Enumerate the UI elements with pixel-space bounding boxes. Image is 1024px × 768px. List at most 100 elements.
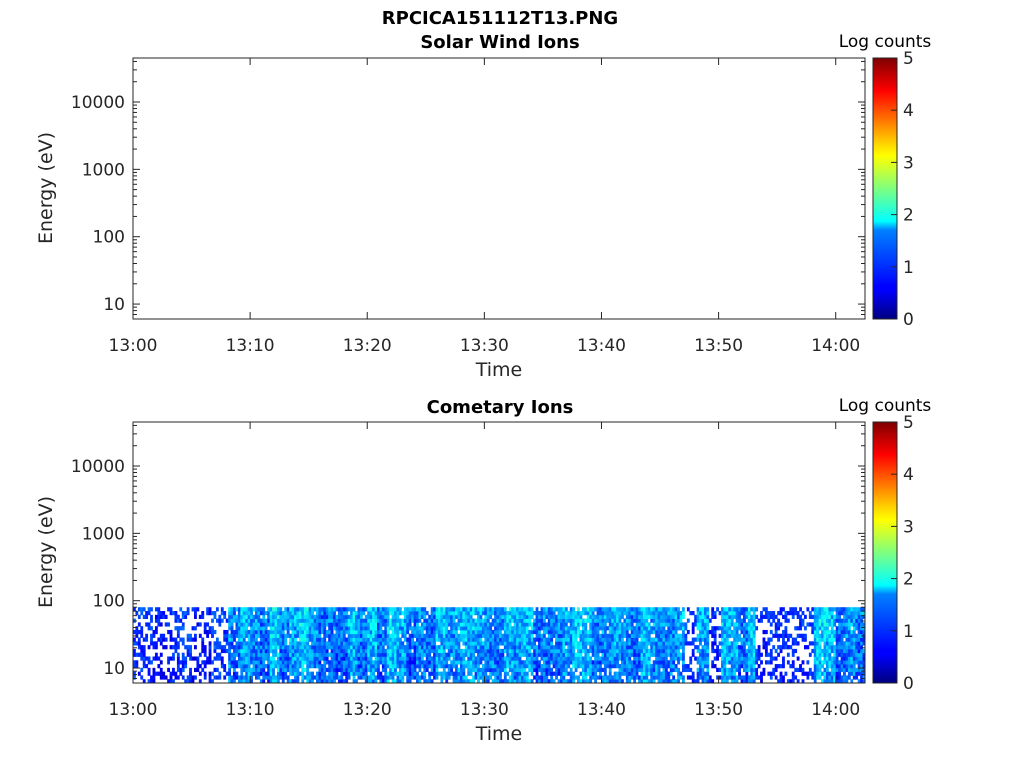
- spectrogram-cell: [516, 664, 519, 669]
- spectrogram-cell: [179, 607, 183, 612]
- spectrogram-cell: [374, 664, 378, 669]
- spectrogram-cell: [298, 660, 302, 665]
- spectrogram-cell: [342, 618, 346, 623]
- spectrogram-cell: [274, 641, 278, 646]
- spectrogram-cell: [347, 656, 351, 661]
- spectrogram-cell: [296, 607, 300, 612]
- spectrogram-cell: [713, 637, 717, 642]
- spectrogram-cell: [584, 660, 588, 665]
- spectrogram-cell: [494, 614, 497, 619]
- spectrogram-cell: [389, 667, 393, 673]
- spectrogram-cell: [516, 679, 519, 684]
- spectrogram-cell: [413, 660, 417, 665]
- spectrogram-cell: [706, 633, 710, 638]
- spectrogram-cell: [738, 637, 741, 642]
- spectrogram-cell: [738, 622, 741, 627]
- spectrogram-cell: [774, 626, 778, 631]
- spectrogram-cell: [418, 645, 422, 650]
- spectrogram-cell: [511, 637, 515, 642]
- spectrogram-cell: [152, 675, 156, 680]
- spectrogram-cell: [843, 626, 846, 631]
- spectrogram-cell: [318, 675, 322, 680]
- spectrogram-cell: [569, 667, 573, 673]
- spectrogram-cell: [384, 648, 388, 654]
- spectrogram-cell: [352, 611, 356, 616]
- spectrogram-cell: [340, 622, 344, 627]
- spectrogram-cell: [821, 652, 824, 657]
- spectrogram-cell: [430, 614, 434, 619]
- spectrogram-cell: [235, 626, 239, 631]
- spectrogram-cell: [313, 641, 317, 646]
- spectrogram-cell: [150, 641, 153, 646]
- spectrogram-cell: [408, 614, 412, 619]
- spectrogram-cell: [581, 637, 585, 642]
- spectrogram-cell: [401, 679, 405, 684]
- spectrogram-cell: [403, 652, 407, 657]
- spectrogram-cell: [418, 618, 422, 623]
- spectrogram-cell: [552, 618, 556, 623]
- spectrogram-cell: [608, 633, 612, 638]
- spectrogram-cell: [272, 667, 275, 673]
- spectrogram-cell: [342, 607, 346, 612]
- spectrogram-cell: [669, 622, 673, 627]
- spectrogram-cell: [847, 656, 851, 661]
- spectrogram-cell: [779, 648, 783, 654]
- spectrogram-cell: [499, 648, 502, 654]
- spectrogram-cell: [352, 671, 356, 676]
- spectrogram-cell: [445, 607, 449, 612]
- spectrogram-cell: [860, 637, 863, 642]
- spectrogram-cell: [613, 641, 617, 646]
- spectrogram-cell: [845, 637, 849, 642]
- spectrogram-cell: [518, 656, 522, 661]
- spectrogram-cell: [337, 675, 341, 680]
- spectrogram-cell: [325, 614, 329, 619]
- spectrogram-cell: [743, 648, 746, 654]
- spectrogram-cell: [686, 618, 690, 623]
- spectrogram-cell: [550, 607, 554, 612]
- spectrogram-cell: [381, 641, 385, 646]
- spectrogram-cell: [408, 667, 412, 673]
- spectrogram-cell: [523, 641, 527, 646]
- spectrogram-cell: [545, 629, 549, 635]
- spectrogram-cell: [621, 611, 624, 616]
- spectrogram-cell: [538, 622, 541, 627]
- spectrogram-cell: [328, 633, 332, 638]
- spectrogram-cell: [379, 637, 383, 642]
- spectrogram-cell: [247, 656, 251, 661]
- spectrogram-cell: [152, 629, 156, 635]
- spectrogram-cell: [264, 618, 268, 623]
- spectrogram-cell: [391, 614, 395, 619]
- spectrogram-cell: [230, 607, 234, 612]
- spectrogram-cell: [140, 648, 144, 654]
- spectrogram-cell: [825, 629, 829, 635]
- spectrogram-cell: [350, 626, 353, 631]
- spectrogram-cell: [562, 641, 566, 646]
- spectrogram-cell: [489, 675, 493, 680]
- spectrogram-cell: [552, 679, 556, 684]
- spectrogram-cell: [237, 648, 241, 654]
- spectrogram-cell: [484, 622, 488, 627]
- spectrogram-cell: [491, 652, 495, 657]
- spectrogram-cell: [440, 637, 444, 642]
- spectrogram-cell: [140, 656, 144, 661]
- spectrogram-cell: [796, 626, 800, 631]
- spectrogram-cell: [733, 611, 737, 616]
- spectrogram-cell: [137, 629, 141, 635]
- spectrogram-cell: [533, 622, 536, 627]
- spectrogram-cell: [298, 618, 302, 623]
- spectrogram-cell: [613, 629, 617, 635]
- spectrogram-cell: [860, 648, 863, 654]
- spectrogram-cell: [750, 614, 754, 619]
- spectrogram-cell: [823, 633, 827, 638]
- spectrogram-cell: [328, 667, 332, 673]
- spectrogram-cell: [760, 660, 763, 665]
- spectrogram-cell: [447, 671, 451, 676]
- spectrogram-cell: [642, 622, 646, 627]
- spectrogram-cell: [398, 667, 402, 673]
- spectrogram-cell: [664, 622, 668, 627]
- spectrogram-cell: [852, 652, 856, 657]
- spectrogram-cell: [542, 622, 546, 627]
- spectrogram-cell: [450, 614, 454, 619]
- spectrogram-cell: [430, 679, 434, 684]
- spectrogram-cell: [840, 629, 844, 635]
